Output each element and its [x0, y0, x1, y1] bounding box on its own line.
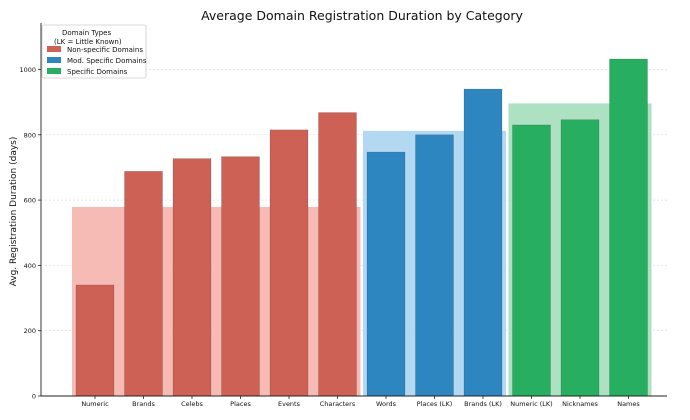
bar: [415, 134, 454, 397]
y-tick-label: 1000: [19, 66, 36, 74]
legend-box: [41, 24, 147, 79]
group-mean-band: [72, 206, 361, 396]
bar: [609, 58, 648, 397]
x-tick-label: Words: [376, 400, 397, 408]
legend-label-non-specific: Non-specific Domains: [67, 46, 143, 54]
x-tick-label: Nicknames: [562, 400, 598, 408]
bar: [366, 151, 406, 397]
chart-title: Average Domain Registration Duration by …: [201, 8, 523, 23]
legend-swatch-mod-specific: [47, 57, 61, 63]
legend-swatch-specific: [47, 68, 61, 74]
x-tick-label: Characters: [320, 400, 356, 408]
bar: [463, 88, 503, 397]
bar: [269, 129, 309, 397]
bar: [512, 124, 551, 397]
y-tick-label: 600: [24, 197, 36, 205]
bar: [172, 158, 212, 397]
bar: [75, 284, 115, 397]
y-tick-label: 0: [32, 393, 36, 401]
legend: Domain Types (LK = Little Known) Non-spe…: [41, 24, 147, 79]
bar: [560, 119, 600, 397]
bar: [318, 112, 357, 397]
legend-subtitle: (LK = Little Known): [54, 38, 122, 46]
x-tick-label: Celebs: [181, 400, 203, 408]
x-tick-label: Brands (LK): [464, 400, 502, 408]
y-tick-label: 200: [24, 327, 36, 335]
y-tick-label: 800: [24, 131, 36, 139]
x-tick-label: Brands: [132, 400, 155, 408]
y-axis-label: Avg. Registration Duration (days): [9, 137, 19, 287]
bars: [75, 58, 648, 397]
axes: 0 200 400 600 800 1000 Numeric Brands Celebs Plac…: [19, 23, 667, 408]
legend-swatch-non-specific: [47, 46, 61, 52]
y-tick-label: 400: [24, 262, 36, 270]
x-tick-label: Names: [617, 400, 640, 408]
legend-title: Domain Types: [62, 29, 111, 37]
legend-label-specific: Specific Domains: [67, 68, 128, 76]
bar: [124, 171, 163, 397]
x-tick-label: Numeric: [81, 400, 109, 408]
x-tick-label: Places: [230, 400, 251, 408]
bar: [221, 156, 260, 397]
x-tick-label: Events: [278, 400, 301, 408]
x-tick-label: Numeric (LK): [510, 400, 552, 408]
legend-label-mod-specific: Mod. Specific Domains: [67, 57, 147, 65]
x-tick-label: Places (LK): [417, 400, 453, 408]
